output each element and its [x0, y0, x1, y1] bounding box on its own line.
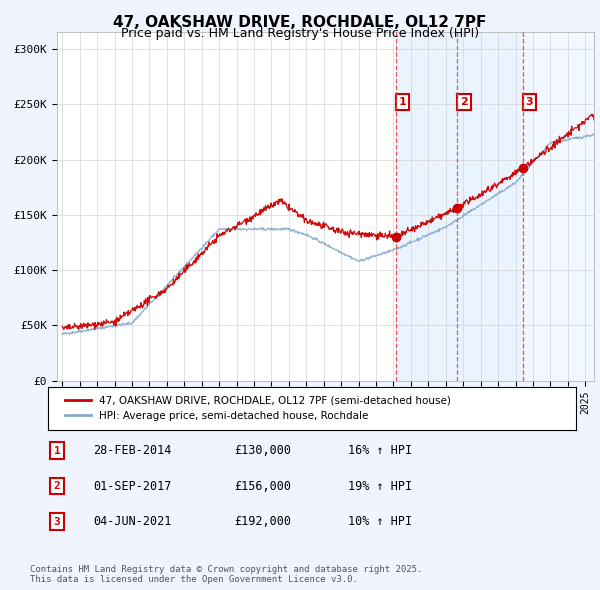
Text: 3: 3	[53, 517, 61, 526]
Text: 3: 3	[526, 97, 533, 107]
Text: £192,000: £192,000	[234, 515, 291, 528]
Text: 2: 2	[53, 481, 61, 491]
Text: 19% ↑ HPI: 19% ↑ HPI	[348, 480, 412, 493]
Text: 1: 1	[53, 446, 61, 455]
Legend: 47, OAKSHAW DRIVE, ROCHDALE, OL12 7PF (semi-detached house), HPI: Average price,: 47, OAKSHAW DRIVE, ROCHDALE, OL12 7PF (s…	[58, 389, 457, 427]
Text: 04-JUN-2021: 04-JUN-2021	[93, 515, 172, 528]
Text: Price paid vs. HM Land Registry's House Price Index (HPI): Price paid vs. HM Land Registry's House …	[121, 27, 479, 40]
Text: 28-FEB-2014: 28-FEB-2014	[93, 444, 172, 457]
Text: 47, OAKSHAW DRIVE, ROCHDALE, OL12 7PF: 47, OAKSHAW DRIVE, ROCHDALE, OL12 7PF	[113, 15, 487, 30]
Bar	[397, 32, 523, 381]
Text: 01-SEP-2017: 01-SEP-2017	[93, 480, 172, 493]
Text: Contains HM Land Registry data © Crown copyright and database right 2025.
This d: Contains HM Land Registry data © Crown c…	[30, 565, 422, 584]
Text: 16% ↑ HPI: 16% ↑ HPI	[348, 444, 412, 457]
Text: 1: 1	[399, 97, 407, 107]
Text: 2: 2	[460, 97, 468, 107]
Text: £130,000: £130,000	[234, 444, 291, 457]
Text: 10% ↑ HPI: 10% ↑ HPI	[348, 515, 412, 528]
Text: £156,000: £156,000	[234, 480, 291, 493]
Bar	[523, 32, 594, 381]
